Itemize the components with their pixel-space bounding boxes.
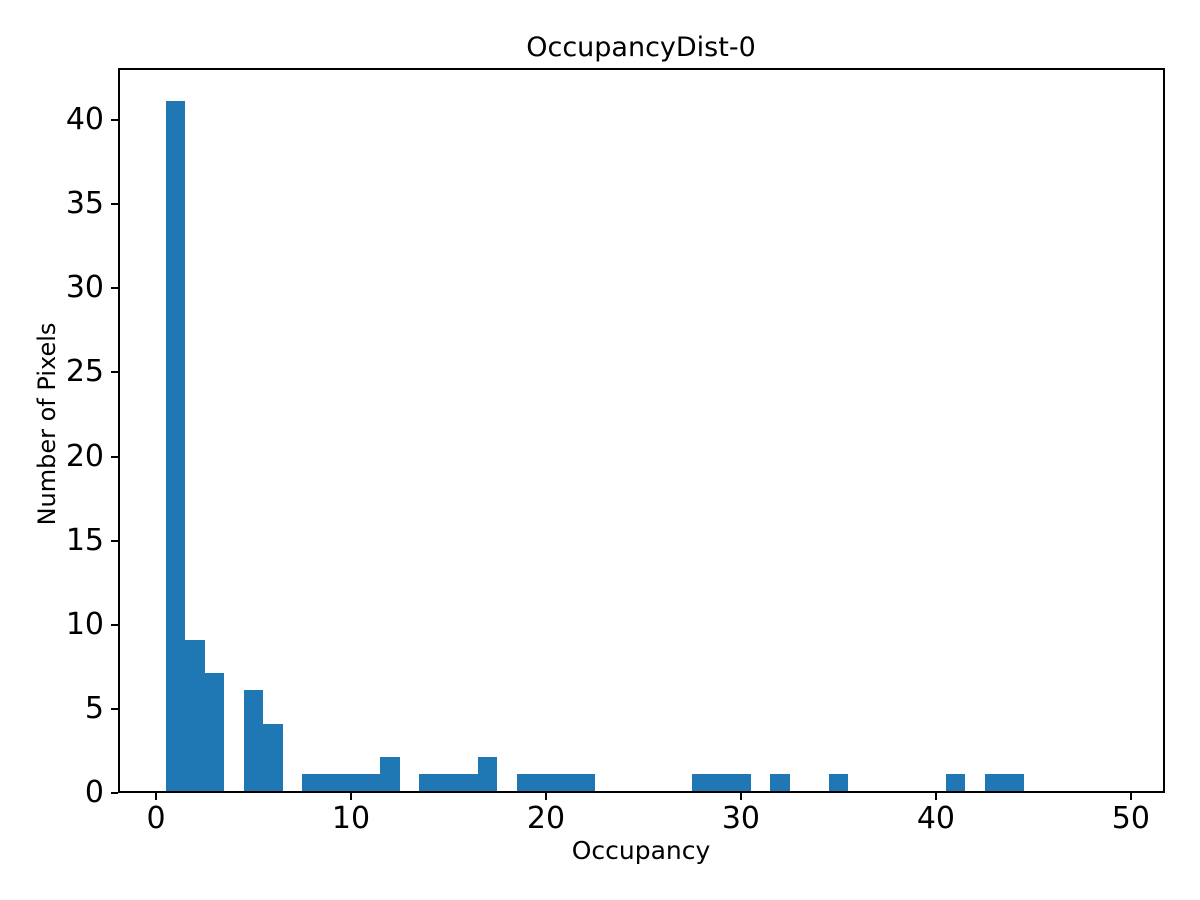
histogram-bar (516, 774, 537, 791)
x-tick-label: 50 (1111, 801, 1150, 836)
x-axis-label: Occupancy (571, 836, 711, 865)
histogram-bar (380, 757, 400, 791)
histogram-bar (165, 101, 186, 791)
histogram-bar (770, 774, 790, 791)
y-tick-mark (111, 623, 118, 626)
y-tick-label: 25 (65, 354, 104, 390)
x-tick-mark (739, 793, 742, 800)
y-tick-mark (111, 455, 118, 458)
y-tick-label: 10 (65, 606, 104, 642)
y-tick-label: 5 (84, 690, 104, 726)
histogram-bar (536, 774, 556, 791)
histogram-bar (555, 774, 576, 791)
histogram-bar (302, 774, 322, 791)
histogram-bar (692, 774, 712, 791)
y-tick-mark (111, 203, 118, 206)
x-tick-label: 20 (526, 801, 566, 836)
y-tick-mark (111, 371, 118, 374)
y-tick-mark (111, 119, 118, 122)
x-tick-label: 40 (916, 801, 955, 836)
histogram-bar (731, 774, 751, 791)
y-tick-label: 40 (65, 102, 104, 138)
histogram-bar (341, 774, 361, 791)
histogram-bar (204, 673, 225, 791)
y-tick-label: 35 (65, 186, 104, 222)
histogram-bar (419, 774, 439, 791)
histogram-bar (458, 774, 478, 791)
y-tick-label: 0 (84, 775, 104, 810)
y-tick-label: 20 (65, 438, 104, 474)
histogram-bar (1004, 774, 1024, 791)
histogram-bar (984, 774, 1005, 791)
x-tick-mark (934, 793, 937, 800)
histogram-bar (711, 774, 732, 791)
histogram-bar (477, 757, 498, 791)
x-tick-mark (155, 793, 158, 800)
plot-area (118, 68, 1165, 793)
histogram-bar (321, 774, 342, 791)
histogram-bar (185, 639, 205, 791)
chart-title: OccupancyDist-0 (526, 32, 756, 63)
histogram-bar (243, 690, 264, 791)
x-tick-label: 10 (331, 801, 371, 836)
histogram-bar (438, 774, 459, 791)
histogram-bar (263, 723, 283, 791)
x-tick-label: 30 (721, 801, 761, 836)
y-tick-mark (111, 539, 118, 542)
x-tick-mark (1129, 793, 1132, 800)
y-tick-label: 15 (65, 522, 104, 558)
histogram-bar (575, 774, 595, 791)
histogram-bar (360, 774, 381, 791)
x-tick-label: 0 (146, 801, 166, 836)
x-tick-mark (544, 793, 547, 800)
y-tick-mark (111, 287, 118, 290)
y-tick-mark (111, 792, 118, 794)
y-tick-label: 30 (65, 270, 104, 306)
histogram-bar (945, 774, 966, 791)
x-tick-mark (349, 793, 352, 800)
y-tick-mark (111, 707, 118, 710)
y-axis-label: Number of Pixels (33, 322, 61, 526)
histogram-bar (828, 774, 849, 791)
